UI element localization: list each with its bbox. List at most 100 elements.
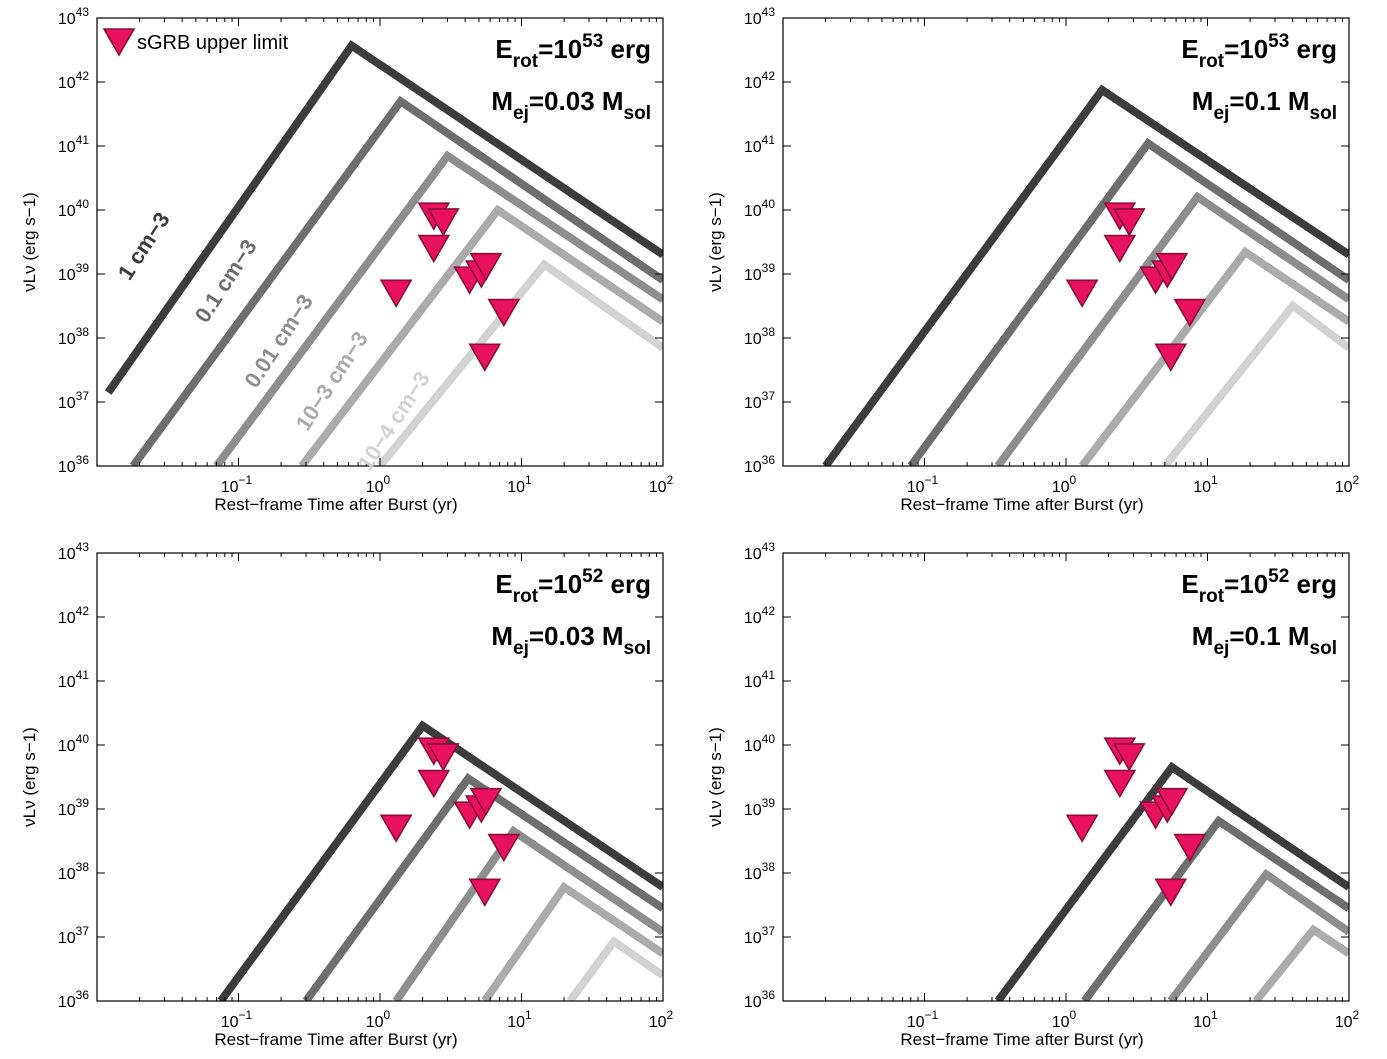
y-axis-label: νLν (erg s−1) [706,192,725,292]
y-tick-label: 1043 [58,5,89,28]
upper-limit-marker [1065,279,1099,308]
x-tick-label: 101 [1193,1008,1218,1031]
x-tick-label: 101 [1193,473,1218,496]
x-axis-label: Rest−frame Time after Burst (yr) [214,495,457,514]
model-curve-1 [822,84,1349,466]
upper-limit-marker [469,787,503,817]
x-tick-label: 100 [1052,473,1077,496]
x-tick-label: 100 [1052,1008,1077,1031]
y-tick-label: 1039 [744,261,775,284]
upper-limit-marker [1154,343,1188,372]
model-curve-2 [302,773,663,1001]
x-tick-label: 10−1 [907,1008,939,1031]
upper-limit-marker [1173,833,1207,863]
chart-panel-4: 10−1 100 101 102 1036 1037 1038 1039 1040 1041 104… [706,540,1360,1049]
x-tick-label: 10−1 [907,473,939,496]
legend-label: sGRB upper limit [137,32,289,54]
upper-limit-marker [1103,234,1137,264]
upper-limit-markers [379,202,521,372]
ejecta-mass-annotation: Mej=0.03 Msol [491,621,651,659]
upper-limit-marker [1103,769,1137,799]
model-curve-3 [994,191,1349,466]
y-tick-label: 1042 [744,604,775,627]
y-tick-label: 1042 [58,69,89,92]
y-tick-label: 1042 [58,604,89,627]
upper-limit-marker [379,279,413,308]
y-tick-label: 1041 [58,133,89,156]
model-curve-1 [217,720,663,1001]
y-tick-label: 1037 [58,924,89,947]
upper-limit-marker [417,769,451,799]
model-curve-1 [994,761,1349,1001]
x-tick-label: 101 [507,1008,532,1031]
y-axis-label: νLν (erg s−1) [20,727,39,827]
upper-limit-marker [417,234,451,264]
y-tick-label: 1041 [58,668,89,691]
upper-limit-marker [1154,878,1188,907]
model-curve-5 [376,259,663,466]
y-tick-label: 1042 [744,69,775,92]
y-tick-label: 1039 [58,261,89,284]
axis-ticks [96,17,663,467]
x-tick-label: 102 [1335,473,1360,496]
model-curve-3 [1167,868,1349,1001]
model-curve-4 [1078,246,1349,466]
y-tick-label: 1040 [58,197,89,220]
upper-limit-marker [1155,252,1189,282]
upper-limit-marker [426,743,460,772]
axis-ticks [782,17,1349,467]
y-tick-label: 1040 [744,732,775,755]
y-tick-label: 1040 [58,732,89,755]
y-tick-label: 1038 [744,860,775,883]
x-tick-label: 102 [649,473,674,496]
y-tick-label: 1043 [744,540,775,563]
energy-annotation: Erot=1053 erg [1181,31,1337,72]
y-tick-label: 1039 [58,796,89,819]
x-tick-label: 10−1 [221,1008,253,1031]
chart-panel-2: 10−1 100 101 102 1036 1037 1038 1039 1040 1041 104… [706,5,1360,514]
ejecta-mass-annotation: Mej=0.1 Msol [1192,86,1337,124]
x-axis-label: Rest−frame Time after Burst (yr) [900,1030,1143,1049]
curve-label-1: 1 cm−3 [113,208,175,285]
x-tick-label: 102 [649,1008,674,1031]
model-curve-2 [129,95,663,466]
upper-limit-marker [426,208,460,237]
upper-limit-marker [469,252,503,282]
x-axis-label: Rest−frame Time after Burst (yr) [214,1030,457,1049]
chart-panel-3: 10−1 100 101 102 1036 1037 1038 1039 1040 1041 104… [20,540,674,1049]
upper-limit-marker [1065,814,1099,843]
upper-limit-marker [1112,743,1146,772]
upper-limit-marker [1173,298,1207,328]
axis-ticks [96,552,663,1002]
axis-ticks [782,552,1349,1002]
y-tick-label: 1043 [744,5,775,28]
upper-limit-marker [379,814,413,843]
y-tick-label: 1038 [58,860,89,883]
model-curves [994,761,1349,1001]
upper-limit-markers [1065,737,1207,907]
model-curves [822,84,1349,466]
energy-annotation: Erot=1053 erg [495,31,651,72]
x-tick-label: 101 [507,473,532,496]
model-curve-3 [213,150,663,466]
energy-annotation: Erot=1052 erg [1181,566,1337,607]
y-tick-label: 1037 [744,924,775,947]
y-tick-label: 1038 [744,325,775,348]
model-curves [217,720,663,1001]
chart-panel-1: 10−1 100 101 102 1036 1037 1038 1039 1040 1041 104… [20,5,674,514]
upper-limit-marker [1155,787,1189,817]
x-tick-label: 102 [1335,1008,1360,1031]
y-tick-label: 1040 [744,197,775,220]
model-curves [104,40,663,466]
upper-limit-marker [468,878,502,907]
model-curve-5 [566,936,663,1001]
energy-annotation: Erot=1052 erg [495,566,651,607]
y-tick-label: 1039 [744,796,775,819]
ejecta-mass-annotation: Mej=0.03 Msol [491,86,651,124]
upper-limit-markers [379,737,521,907]
model-curve-4 [298,204,663,466]
y-axis-label: νLν (erg s−1) [20,192,39,292]
upper-limit-marker [468,343,502,372]
model-curve-5 [1161,300,1349,466]
